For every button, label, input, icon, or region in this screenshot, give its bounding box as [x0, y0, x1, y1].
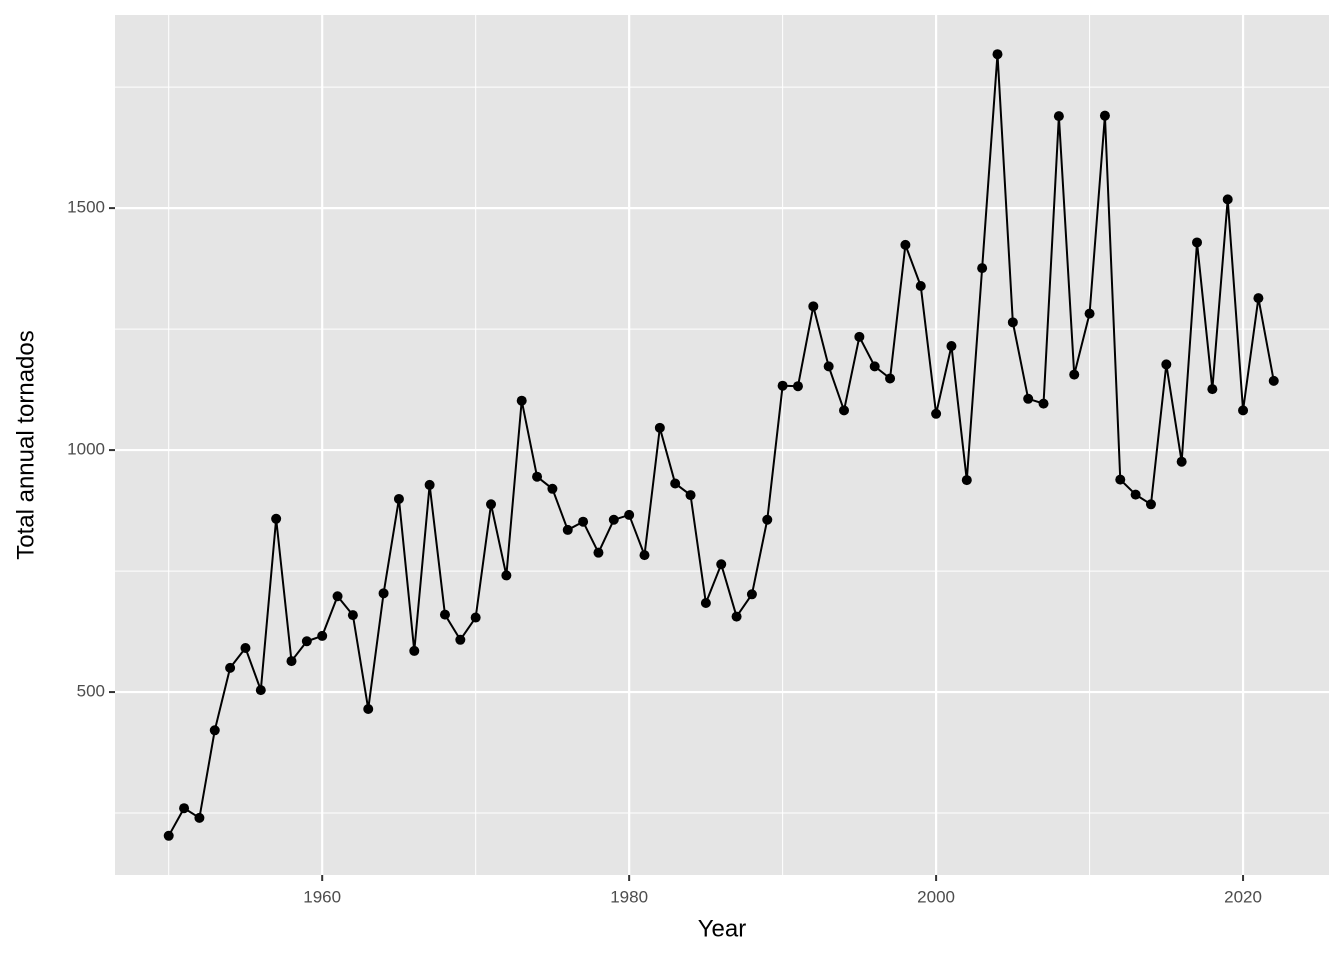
point — [393, 493, 404, 504]
point — [409, 645, 420, 656]
point — [654, 422, 665, 433]
point — [1253, 293, 1264, 304]
point — [1207, 384, 1218, 395]
point — [347, 610, 358, 621]
point — [1023, 393, 1034, 404]
point — [163, 830, 174, 841]
point — [271, 513, 282, 524]
x-tick-label: 1960 — [303, 887, 341, 906]
point — [1145, 499, 1156, 510]
x-axis-title: Year — [698, 915, 747, 942]
point — [363, 704, 374, 715]
point — [562, 524, 573, 535]
point — [470, 612, 481, 623]
y-tick-label: 1000 — [67, 440, 105, 459]
point — [731, 611, 742, 622]
point — [593, 547, 604, 558]
point — [301, 636, 312, 647]
point — [516, 395, 527, 406]
point — [225, 662, 236, 673]
point — [961, 475, 972, 486]
point — [1069, 369, 1080, 380]
point — [931, 408, 942, 419]
y-tick-label: 1500 — [67, 198, 105, 217]
point — [1192, 237, 1203, 248]
point — [317, 630, 328, 641]
point — [900, 239, 911, 250]
point — [424, 479, 435, 490]
point — [839, 405, 850, 416]
point — [532, 471, 543, 482]
point — [332, 591, 343, 602]
point — [194, 812, 205, 823]
panel — [115, 15, 1329, 875]
point — [685, 490, 696, 501]
point — [670, 478, 681, 489]
point — [578, 516, 589, 527]
x-tick-label: 1980 — [610, 887, 648, 906]
point — [1176, 456, 1187, 467]
point — [455, 634, 466, 645]
x-tick-label: 2020 — [1224, 887, 1262, 906]
point — [746, 589, 757, 600]
point — [915, 281, 926, 292]
point — [439, 609, 450, 620]
point — [179, 803, 190, 814]
point — [1222, 194, 1233, 205]
point — [992, 49, 1003, 60]
point — [977, 263, 988, 274]
point — [946, 341, 957, 352]
point — [624, 509, 635, 520]
point — [286, 656, 297, 667]
point — [255, 685, 266, 696]
x-tick-label: 2000 — [917, 887, 955, 906]
point — [639, 550, 650, 561]
point — [762, 514, 773, 525]
point — [869, 361, 880, 372]
point — [1099, 110, 1110, 121]
point — [608, 514, 619, 525]
point — [792, 381, 803, 392]
point — [1130, 489, 1141, 500]
point — [808, 301, 819, 312]
point — [700, 598, 711, 609]
point — [885, 373, 896, 384]
point — [501, 570, 512, 581]
point — [777, 380, 788, 391]
point — [1053, 111, 1064, 122]
point — [1038, 398, 1049, 409]
point — [486, 499, 497, 510]
point — [378, 588, 389, 599]
point — [1268, 375, 1279, 386]
point — [1115, 474, 1126, 485]
point — [209, 725, 220, 736]
point — [823, 361, 834, 372]
point — [716, 559, 727, 570]
point — [547, 483, 558, 494]
point — [854, 331, 865, 342]
point — [1007, 317, 1018, 328]
point — [240, 643, 251, 654]
point — [1161, 359, 1172, 370]
y-axis-title: Total annual tornados — [12, 330, 39, 560]
point — [1084, 308, 1095, 319]
y-tick-label: 500 — [77, 682, 105, 701]
point — [1238, 405, 1249, 416]
